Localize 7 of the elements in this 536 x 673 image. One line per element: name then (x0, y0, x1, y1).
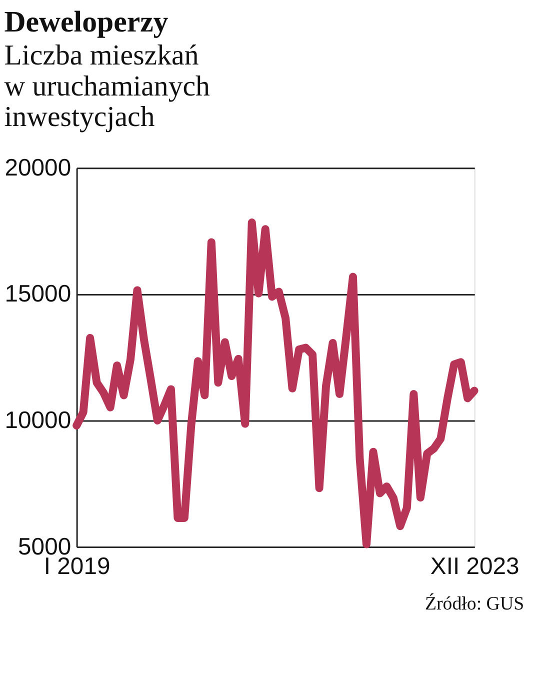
y-tick-label: 15000 (4, 280, 72, 308)
chart-subtitle: Liczba mieszkań w uruchamianych inwestycjach (4, 40, 211, 134)
y-tick-label: 10000 (4, 406, 72, 434)
text: Źródło: GUS (424, 592, 524, 614)
y-tick-label: 20000 (4, 154, 72, 182)
x-tick-label: XII 2023 (430, 553, 520, 580)
chart-title: Deweloperzy (4, 6, 168, 39)
